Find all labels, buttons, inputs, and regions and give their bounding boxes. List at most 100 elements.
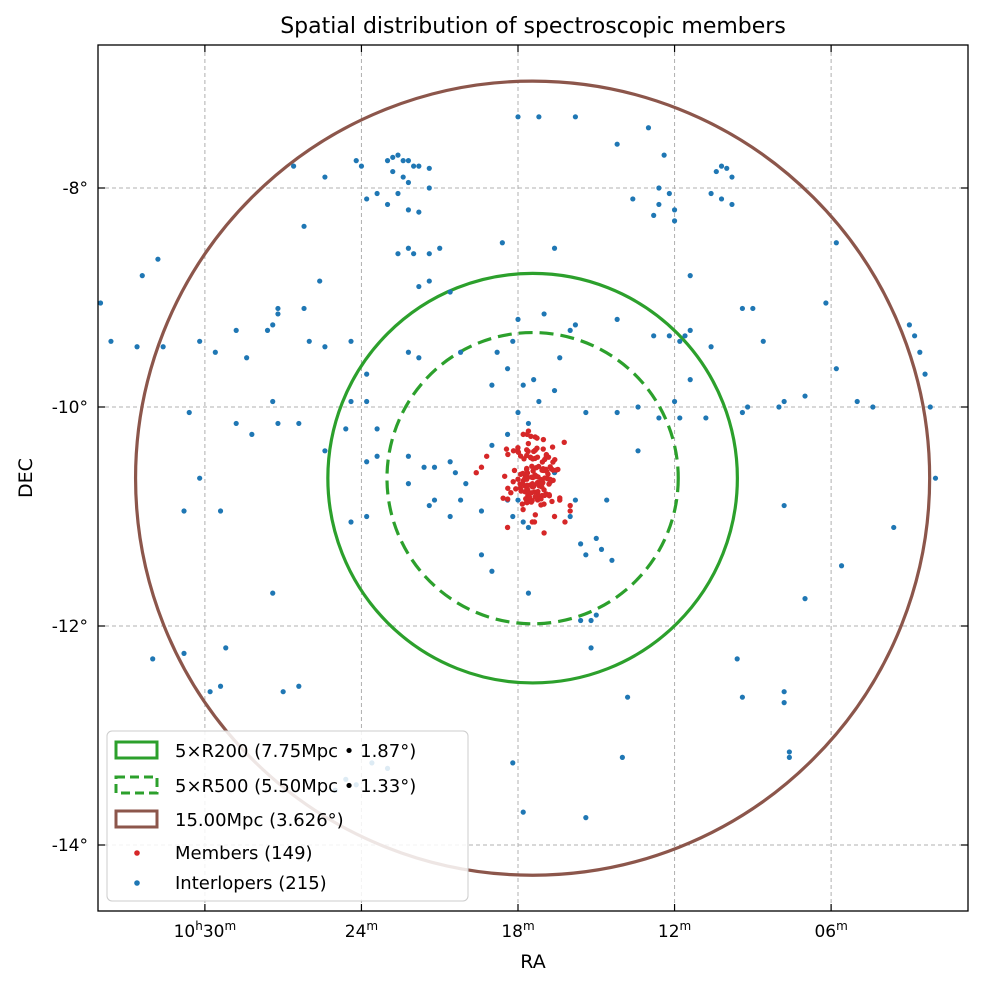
legend-label-r500: 5×R500 (5.50Mpc • 1.33°) (175, 776, 416, 797)
member-point (517, 485, 524, 491)
member-point (529, 463, 535, 470)
interloper-point (447, 289, 453, 295)
member-points (473, 428, 573, 536)
interloper-point (275, 420, 281, 427)
interloper-point (583, 409, 589, 416)
interloper-point (426, 165, 432, 171)
interloper-point (348, 519, 354, 525)
member-point (552, 456, 558, 463)
interloper-point (870, 404, 876, 410)
axis-ticks (98, 45, 968, 911)
member-point (523, 499, 530, 506)
interloper-point (437, 245, 443, 251)
interloper-point (891, 524, 897, 531)
x-tick-label: 06m (814, 919, 847, 942)
interloper-point (207, 689, 213, 695)
interloper-points (25, 114, 939, 821)
member-point (551, 513, 558, 520)
interloper-point (781, 502, 787, 509)
interloper-point (296, 683, 302, 689)
interloper-point (682, 333, 688, 339)
member-point (541, 530, 547, 536)
interloper-point (457, 497, 464, 503)
member-point (537, 481, 544, 487)
interloper-point (275, 305, 281, 312)
interloper-point (718, 163, 725, 169)
interloper-point (416, 163, 422, 169)
interloper-point (358, 163, 365, 169)
legend-marker-interlopers (134, 880, 140, 886)
interloper-point (447, 513, 453, 520)
interloper-point (666, 190, 672, 197)
interloper-point (186, 409, 192, 416)
interloper-point (275, 311, 281, 317)
member-point (561, 439, 567, 446)
member-point (511, 467, 518, 474)
member-point (557, 497, 563, 503)
member-point (532, 494, 538, 500)
interloper-point (306, 338, 312, 344)
interloper-point (687, 327, 693, 333)
member-point (515, 448, 521, 455)
member-point (501, 473, 508, 479)
interloper-point (478, 552, 485, 558)
interloper-point (671, 218, 678, 224)
interloper-point (411, 251, 417, 257)
interloper-point (838, 563, 845, 569)
interloper-point (364, 196, 370, 202)
interloper-point (217, 683, 224, 689)
interloper-point (661, 152, 667, 158)
interloper-point (520, 382, 526, 388)
y-tick-label: -10° (52, 398, 88, 418)
interloper-point (583, 552, 589, 558)
interloper-point (833, 240, 839, 246)
interloper-point (536, 114, 542, 120)
interloper-point (671, 207, 678, 213)
interloper-point (781, 700, 787, 706)
interloper-point (317, 278, 323, 284)
interloper-point (651, 333, 657, 339)
interloper-point (223, 645, 229, 651)
interloper-point (510, 760, 516, 766)
interloper-point (572, 322, 579, 328)
interloper-point (531, 377, 537, 383)
interloper-point (656, 185, 662, 191)
interloper-point (494, 349, 500, 355)
interloper-point (854, 398, 860, 405)
member-point (567, 502, 573, 509)
interloper-point (651, 212, 657, 218)
interloper-point (718, 196, 725, 202)
interloper-point (593, 612, 599, 618)
interloper-point (781, 398, 787, 405)
interloper-point (25, 393, 30, 398)
interloper-point (557, 355, 563, 361)
interloper-point (609, 557, 615, 563)
interloper-point (823, 300, 829, 306)
interloper-point (374, 190, 380, 197)
interloper-point (301, 305, 307, 312)
member-point (515, 476, 521, 482)
interloper-point (395, 152, 401, 158)
member-point (510, 478, 516, 485)
member-point (553, 467, 560, 473)
interloper-point (906, 322, 912, 328)
interloper-point (551, 387, 558, 394)
interloper-point (405, 245, 412, 251)
interloper-point (729, 174, 735, 180)
interloper-point (687, 377, 693, 383)
member-point (524, 482, 530, 488)
interloper-point (515, 114, 521, 120)
member-point (530, 468, 536, 474)
member-point (523, 465, 530, 472)
interloper-point (656, 415, 662, 421)
member-point (532, 473, 539, 480)
interloper-point (578, 617, 584, 624)
interloper-point (280, 689, 286, 695)
legend-swatch-r200 (114, 740, 159, 760)
member-point (532, 512, 539, 518)
interloper-point (489, 568, 495, 574)
legend: 5×R200 (7.75Mpc • 1.87°) 5×R500 (5.50Mpc… (106, 730, 469, 902)
interloper-point (343, 426, 349, 432)
interloper-point (364, 513, 370, 520)
interloper-point (739, 305, 745, 312)
